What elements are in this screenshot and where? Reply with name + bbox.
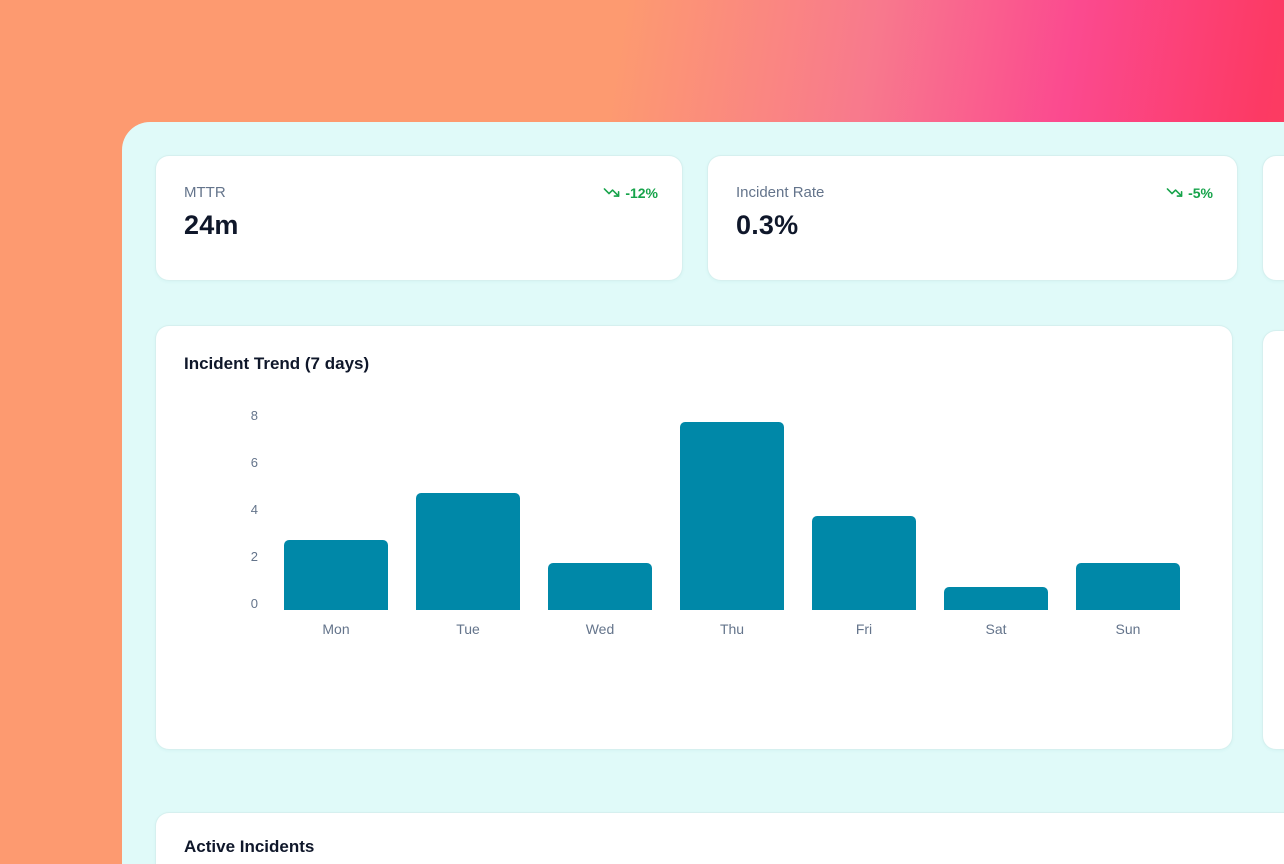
bar-thu	[680, 422, 784, 610]
x-axis-label: Wed	[585, 621, 615, 637]
bar-chart: 0 2 4 6 8 Mon Tue Wed Thu Fri Sat Sun	[184, 408, 1204, 637]
x-axis-label: Sun	[1115, 621, 1141, 637]
active-incidents-card: Active Incidents	[155, 812, 1284, 864]
metric-card-partial	[1262, 155, 1284, 281]
x-axis-label: Sat	[985, 621, 1007, 637]
chart-title: Incident Trend (7 days)	[184, 354, 370, 373]
active-incidents-title: Active Incidents	[184, 837, 315, 856]
bars-area: Mon Tue Wed Thu Fri Sat Sun	[284, 422, 1180, 637]
trending-down-icon	[1166, 184, 1183, 201]
bar-mon	[284, 539, 388, 610]
x-axis-label: Tue	[456, 621, 480, 637]
x-axis-label: Fri	[855, 621, 873, 637]
y-tick-label: 2	[250, 549, 258, 564]
bar-column-thu: Thu	[680, 422, 784, 637]
incident-trend-card: Incident Trend (7 days) 0 2 4 6 8 Mon Tue Wed T…	[155, 325, 1233, 750]
metric-label: Incident Rate	[736, 184, 825, 201]
y-axis: 0 2 4 6 8	[184, 408, 258, 611]
metrics-row: MTTR -12% 24m Incident Ra	[155, 155, 1284, 281]
metric-label: MTTR	[184, 184, 226, 201]
metric-card-header: Incident Rate -5%	[736, 184, 1213, 201]
metric-card-incident-rate: Incident Rate -5% 0.3%	[707, 155, 1238, 281]
dashboard-panel: MTTR -12% 24m Incident Ra	[122, 122, 1284, 864]
bar-column-mon: Mon	[284, 422, 388, 637]
metric-delta-badge: -5%	[1166, 184, 1213, 201]
metric-delta-value: -5%	[1188, 184, 1213, 201]
bar-tue	[416, 492, 520, 610]
metric-delta-badge: -12%	[603, 184, 658, 201]
y-tick-label: 0	[250, 596, 258, 611]
bar-sun	[1076, 563, 1180, 610]
trending-down-icon	[603, 184, 620, 201]
y-tick-label: 6	[250, 455, 258, 470]
bar-fri	[812, 516, 916, 610]
bar-wed	[548, 563, 652, 610]
metric-card-header: MTTR -12%	[184, 184, 658, 201]
metric-delta-value: -12%	[625, 184, 658, 201]
bar-column-sat: Sat	[944, 422, 1048, 637]
bar-sat	[944, 586, 1048, 610]
y-tick-label: 4	[250, 502, 258, 517]
metric-card-mttr: MTTR -12% 24m	[155, 155, 683, 281]
metric-value: 24m	[184, 210, 239, 240]
y-tick-label: 8	[250, 408, 258, 423]
bar-column-wed: Wed	[548, 422, 652, 637]
main-row: Incident Trend (7 days) 0 2 4 6 8 Mon Tue Wed T…	[155, 325, 1284, 750]
bar-column-fri: Fri	[812, 422, 916, 637]
side-card-partial	[1262, 330, 1284, 750]
bar-column-sun: Sun	[1076, 422, 1180, 637]
x-axis-label: Thu	[719, 621, 745, 637]
metric-value: 0.3%	[736, 210, 799, 240]
bar-column-tue: Tue	[416, 422, 520, 637]
x-axis-label: Mon	[322, 621, 350, 637]
